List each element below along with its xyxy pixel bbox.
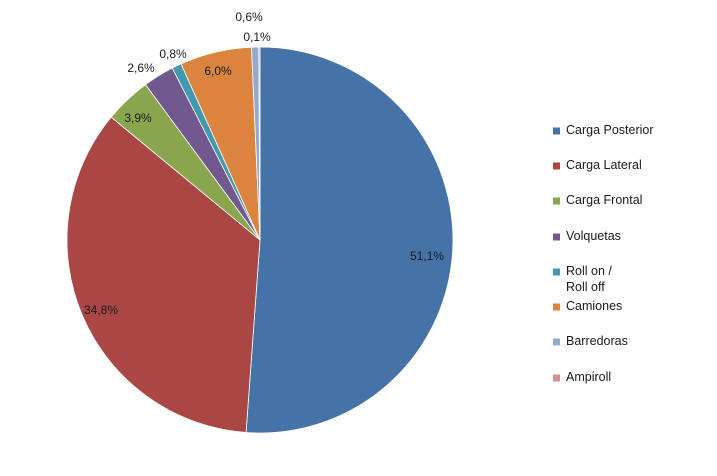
legend-label-volquetas: Volquetas [566, 229, 621, 243]
data-label-carga-frontal: 3,9% [124, 111, 152, 125]
legend-swatch-barredoras [553, 338, 560, 346]
pie-slice-carga-posterior [245, 46, 454, 434]
legend-label-ampiroll: Ampiroll [566, 370, 611, 384]
data-label-camiones: 6,0% [204, 64, 232, 78]
pie-slice-ampiroll [258, 46, 261, 241]
legend-swatch-camiones [553, 303, 560, 311]
legend-swatch-carga-frontal [553, 197, 560, 205]
legend: Carga Posterior Carga Lateral Carga Fronta… [553, 123, 654, 384]
legend-swatch-ampiroll [553, 374, 560, 382]
legend-item-carga-frontal: Carga Frontal [553, 193, 642, 207]
data-label-volquetas: 2,6% [127, 61, 155, 75]
legend-label-barredoras: Barredoras [566, 334, 628, 348]
data-label-roll-on-roll-off: 0,8% [159, 47, 187, 61]
legend-item-barredoras: Barredoras [553, 334, 628, 348]
pie-slice-carga-lateral [66, 116, 261, 433]
legend-item-carga-lateral: Carga Lateral [553, 158, 642, 172]
legend-item-roll-on-roll-off: Roll on / Roll off [553, 264, 612, 294]
legend-label-camiones: Camiones [566, 299, 622, 313]
legend-item-volquetas: Volquetas [553, 229, 621, 243]
legend-swatch-carga-posterior [553, 127, 560, 135]
legend-swatch-carga-lateral [553, 162, 560, 170]
data-label-barredoras: 0,6% [235, 10, 263, 24]
data-label-carga-posterior: 51,1% [410, 249, 444, 263]
data-label-carga-lateral: 34,8% [84, 303, 118, 317]
legend-item-camiones: Camiones [553, 299, 622, 313]
legend-item-carga-posterior: Carga Posterior [553, 123, 654, 137]
legend-item-ampiroll: Ampiroll [553, 370, 611, 384]
legend-label-carga-frontal: Carga Frontal [566, 193, 642, 207]
data-labels-group: 51,1% 34,8% 3,9% 2,6% 0,8% 6,0% 0,6% 0,1% [84, 10, 444, 317]
legend-label-carga-lateral: Carga Lateral [566, 158, 642, 172]
legend-label-roll-on-roll-off: Roll on / Roll off [566, 264, 612, 294]
slices-group [66, 46, 454, 434]
legend-swatch-roll-on-roll-off [553, 268, 560, 276]
data-label-ampiroll: 0,1% [243, 30, 271, 44]
legend-swatch-volquetas [553, 233, 560, 241]
legend-label-carga-posterior: Carga Posterior [566, 123, 654, 137]
